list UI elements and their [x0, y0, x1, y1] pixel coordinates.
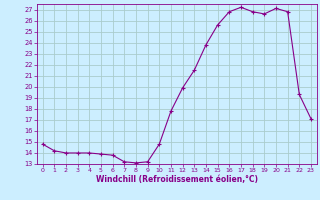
X-axis label: Windchill (Refroidissement éolien,°C): Windchill (Refroidissement éolien,°C) — [96, 175, 258, 184]
